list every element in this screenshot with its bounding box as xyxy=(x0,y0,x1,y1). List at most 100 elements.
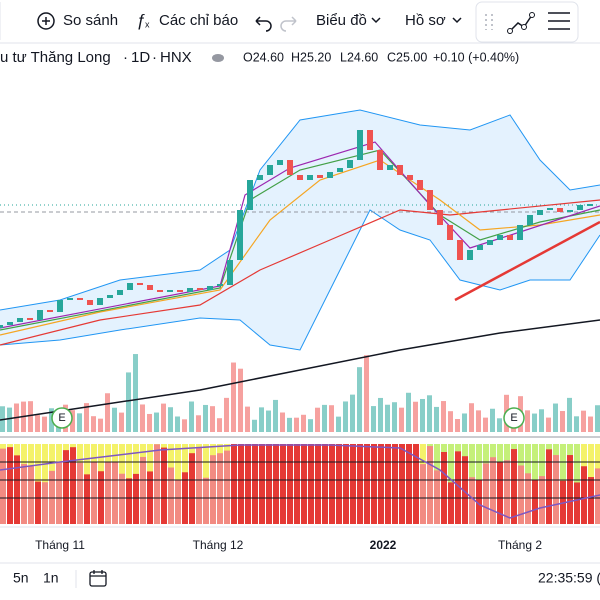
redo-button[interactable] xyxy=(280,16,297,32)
volume-bar xyxy=(252,419,257,432)
volume-bar xyxy=(441,401,446,432)
indicator-bar xyxy=(63,450,69,524)
volume-bar xyxy=(126,372,131,432)
date-range-button[interactable] xyxy=(89,571,107,587)
profile-button[interactable]: Hồ sơ xyxy=(405,12,446,29)
indicator-bar xyxy=(14,455,20,524)
ma-mid xyxy=(0,159,600,336)
event-marker[interactable] xyxy=(51,407,73,429)
indicator-bar xyxy=(581,466,587,524)
event-marker[interactable] xyxy=(503,407,525,429)
chart-type-button[interactable]: Biểu đồ xyxy=(316,12,367,29)
volume-bar xyxy=(7,407,12,432)
indicator-bar xyxy=(105,461,111,524)
indicator-bar xyxy=(91,462,97,524)
indicator-bar xyxy=(441,452,447,524)
trendline xyxy=(454,220,600,302)
volume-bar xyxy=(147,413,152,432)
volume-bar xyxy=(217,418,222,432)
volume-bar xyxy=(385,404,390,432)
indicator-bar xyxy=(133,473,139,524)
volume-bar xyxy=(595,405,600,432)
indicator-bar xyxy=(196,447,202,524)
indicator-bar xyxy=(455,451,461,524)
indicator-bar xyxy=(168,467,174,524)
indicator-bar xyxy=(371,444,377,524)
volume-bar xyxy=(462,413,467,432)
volume-bar xyxy=(574,416,579,432)
volume-bar xyxy=(476,410,481,432)
indicators-button[interactable]: Các chỉ báo xyxy=(159,12,238,29)
volume-bar xyxy=(196,415,201,432)
open: O24.60 xyxy=(243,50,284,64)
price-pane xyxy=(0,109,600,351)
trendline-tool[interactable] xyxy=(509,14,533,32)
indicator-bar xyxy=(42,482,48,524)
indicator-bar xyxy=(518,465,524,524)
indicator-bar xyxy=(406,444,412,524)
indicator-bar xyxy=(28,466,34,524)
indicator-bar xyxy=(497,462,503,524)
range-button[interactable]: 5n xyxy=(13,570,29,586)
volume-pane xyxy=(0,354,600,432)
range-button[interactable]: 1n xyxy=(43,570,59,586)
volume-bar xyxy=(273,399,278,432)
volume-bar xyxy=(420,398,425,432)
volume-bar xyxy=(350,394,355,432)
undo-button[interactable] xyxy=(255,16,272,32)
indicator-bar xyxy=(112,462,118,524)
volume-bar xyxy=(98,418,103,432)
visibility-icon[interactable] xyxy=(212,54,224,62)
indicator-bar xyxy=(364,444,370,524)
volume-bar xyxy=(238,368,243,432)
indicator-bar xyxy=(539,476,545,524)
volume-bar xyxy=(329,405,334,432)
volume-bar xyxy=(588,416,593,432)
indicator-bar xyxy=(287,444,293,524)
volume-bar xyxy=(259,407,264,432)
indicator-bar xyxy=(294,444,300,524)
indicator-bar xyxy=(161,447,167,524)
indicator-bar xyxy=(308,444,314,524)
change: +0.10 (+0.40%) xyxy=(433,50,519,64)
up-candles xyxy=(0,130,593,328)
close: C25.00 xyxy=(387,50,427,64)
indicator-bar xyxy=(21,463,27,524)
svg-text:E: E xyxy=(58,412,65,424)
indicator-bar xyxy=(231,444,237,524)
volume-bar xyxy=(42,416,47,432)
indicator-pane xyxy=(0,444,600,524)
indicator-bar xyxy=(462,456,468,524)
high: H25.20 xyxy=(291,50,331,64)
volume-bar xyxy=(469,403,474,432)
volume-bar xyxy=(525,410,530,432)
volume-bar xyxy=(336,416,341,432)
volume-bar xyxy=(392,402,397,432)
volume-bar xyxy=(154,412,159,432)
volume-bar xyxy=(434,406,439,432)
volume-bar xyxy=(343,401,348,432)
indicator-bar xyxy=(252,444,258,524)
compare-button[interactable]: So sánh xyxy=(63,12,118,29)
indicator-bar xyxy=(574,482,580,524)
volume-bar xyxy=(294,417,299,432)
volume-bar xyxy=(70,410,75,432)
volume-bar xyxy=(91,416,96,432)
indicator-bar xyxy=(245,444,251,524)
indicator-bar xyxy=(35,481,41,524)
ma-long xyxy=(0,319,600,421)
low: L24.60 xyxy=(340,50,378,64)
volume-bar xyxy=(210,406,215,432)
indicator-line xyxy=(0,444,600,519)
fib-tool[interactable] xyxy=(548,12,570,30)
fx-icon[interactable]: ƒ xyxy=(136,10,145,29)
indicator-bar xyxy=(434,470,440,524)
indicator-bar xyxy=(448,482,454,524)
compare-icon[interactable] xyxy=(37,12,55,30)
indicator-bar xyxy=(532,479,538,524)
volume-bar xyxy=(483,417,488,432)
volume-bar xyxy=(231,362,236,432)
volume-bar xyxy=(119,412,124,432)
indicator-bar xyxy=(140,456,146,524)
indicator-bar xyxy=(189,453,195,524)
